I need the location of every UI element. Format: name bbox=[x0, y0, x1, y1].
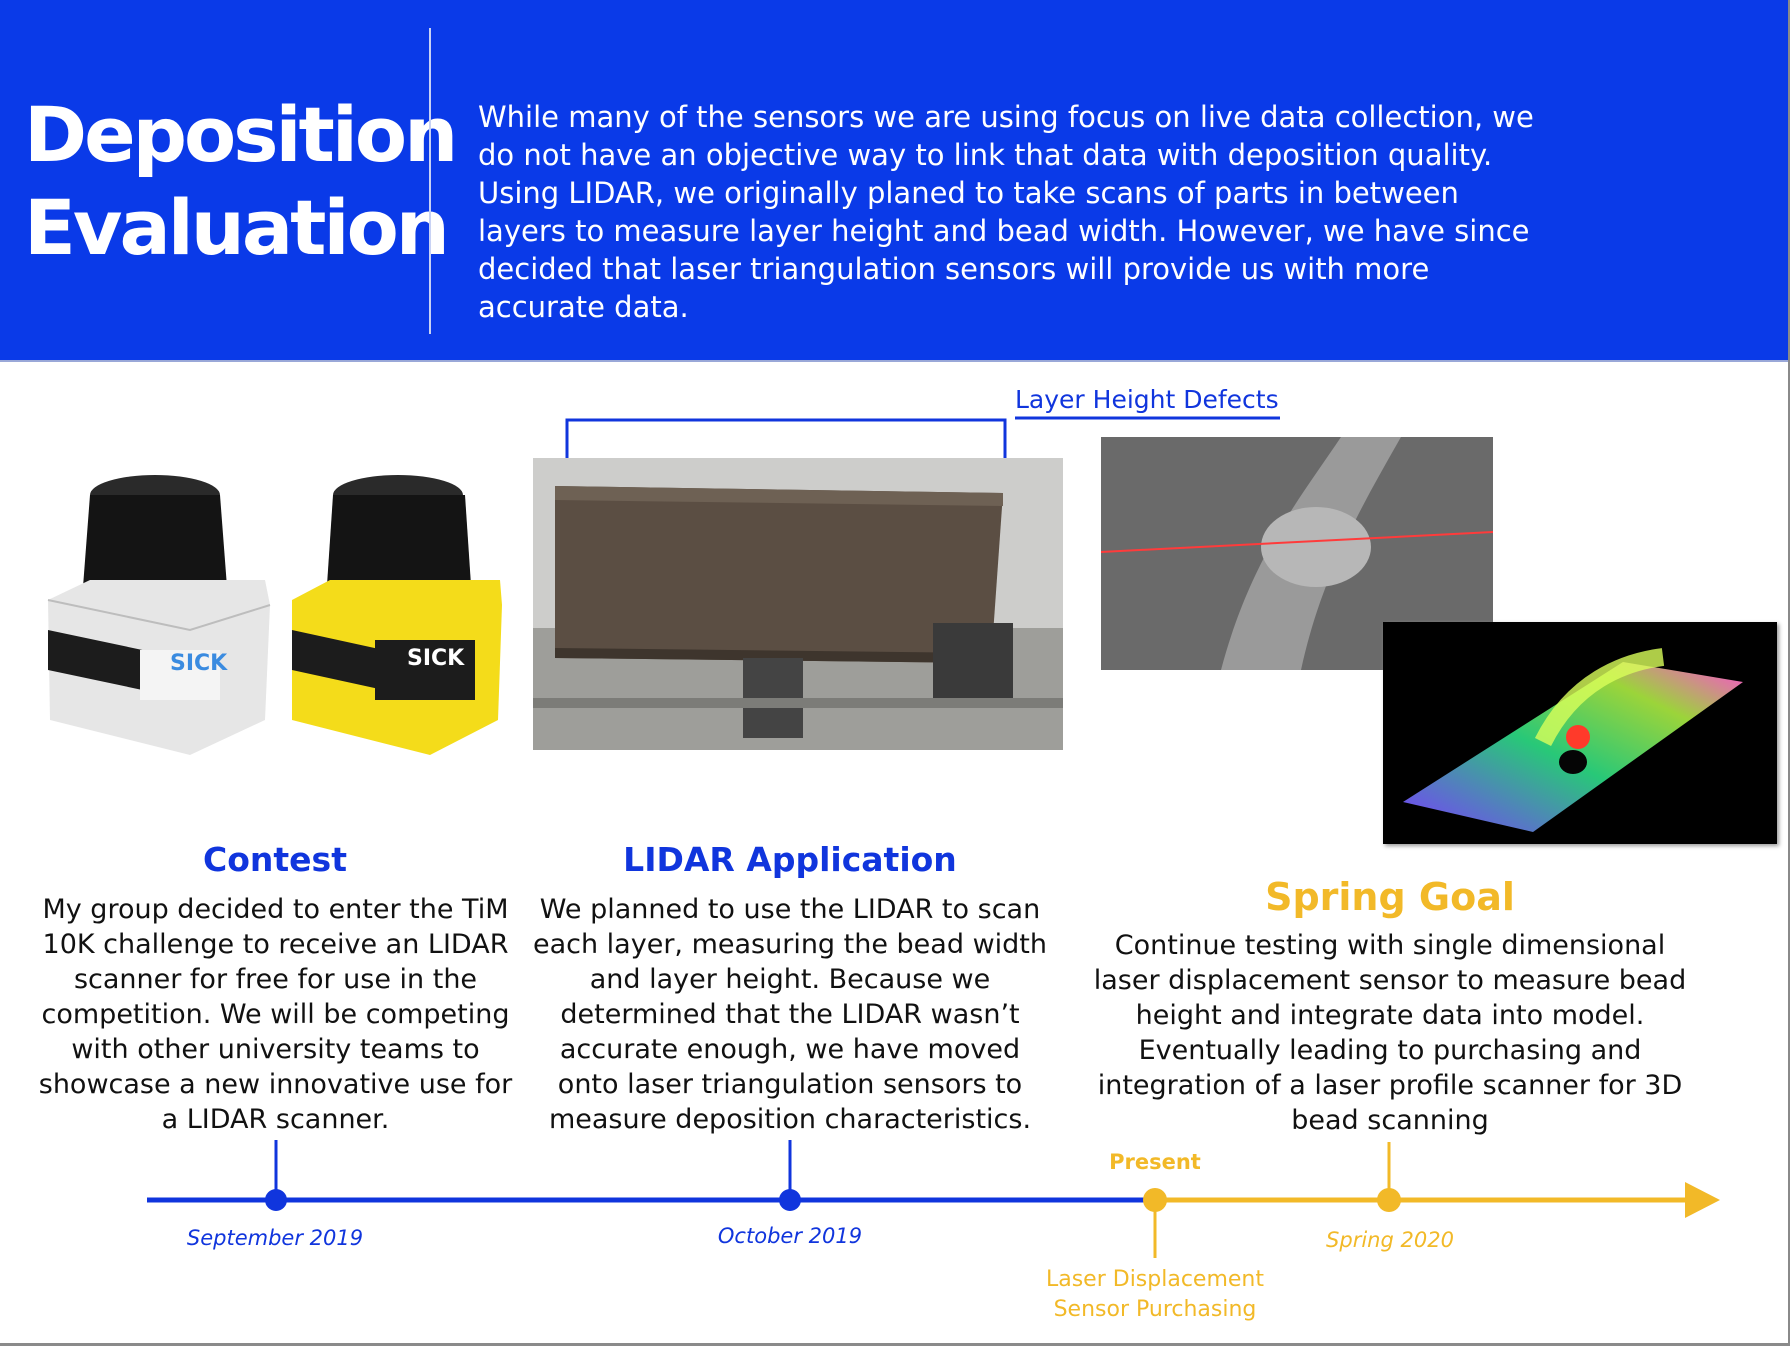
callout-bracket bbox=[557, 416, 1280, 495]
spring-goal-heading: Spring Goal bbox=[1265, 875, 1515, 919]
contest-heading: Contest bbox=[203, 840, 347, 879]
timeline-september-label: September 2019 bbox=[186, 1226, 364, 1250]
deposited-part-photo bbox=[533, 458, 1063, 750]
header-banner: Deposition Evaluation While many of the … bbox=[0, 0, 1788, 362]
bead-3d-scan-image bbox=[1383, 622, 1777, 844]
layer-height-defects-label: Layer Height Defects bbox=[1015, 385, 1279, 414]
header-divider bbox=[429, 28, 431, 334]
timeline-spring-label: Spring 2020 bbox=[1326, 1228, 1454, 1252]
intro-paragraph: While many of the sensors we are using f… bbox=[478, 100, 1534, 324]
contest-text: My group decided to enter the TiM 10K ch… bbox=[38, 894, 513, 1135]
timeline-present-label: Present bbox=[1109, 1150, 1201, 1174]
timeline-laser-purchase-label: Laser Displacement Sensor Purchasing bbox=[1045, 1267, 1264, 1322]
lidar-application-heading: LIDAR Application bbox=[623, 840, 957, 879]
sensor-brand-yellow: SICK bbox=[407, 646, 465, 671]
sensor-brand-white: SICK bbox=[170, 651, 228, 676]
title-line-1: Deposition bbox=[24, 90, 458, 179]
spring-goal-text: Continue testing with single dimensional… bbox=[1093, 930, 1687, 1136]
timeline-october-label: October 2019 bbox=[717, 1224, 863, 1248]
page-title: Deposition Evaluation bbox=[24, 88, 458, 274]
title-line-2: Evaluation bbox=[24, 183, 450, 272]
lidar-sensors-photo: SICK SICK bbox=[30, 470, 510, 760]
timeline bbox=[147, 1140, 1720, 1258]
lidar-application-text: We planned to use the LIDAR to scan each… bbox=[532, 894, 1047, 1135]
